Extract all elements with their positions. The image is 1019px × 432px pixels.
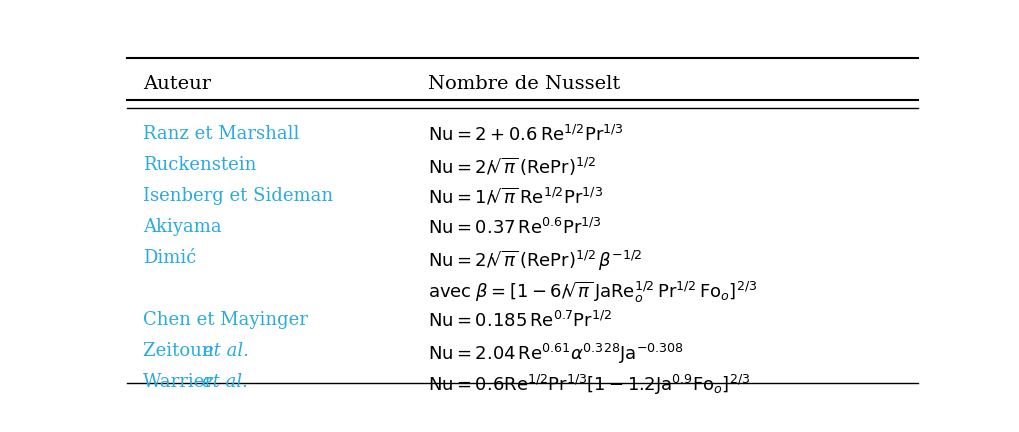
Text: Dimić: Dimić [143, 249, 197, 267]
Text: Warrier: Warrier [143, 372, 219, 391]
Text: $\mathrm{Nu} = 2/\!\sqrt{\pi}\,(\mathrm{Re}\mathrm{Pr})^{1/2}\,\beta^{-1/2}$: $\mathrm{Nu} = 2/\!\sqrt{\pi}\,(\mathrm{… [428, 249, 642, 273]
Text: Isenberg et Sideman: Isenberg et Sideman [143, 187, 333, 205]
Text: Ranz et Marshall: Ranz et Marshall [143, 125, 300, 143]
Text: et al.: et al. [202, 372, 248, 391]
Text: $\mathrm{Nu} = 2/\!\sqrt{\pi}\,(\mathrm{Re}\mathrm{Pr})^{1/2}$: $\mathrm{Nu} = 2/\!\sqrt{\pi}\,(\mathrm{… [428, 156, 595, 178]
Text: Zeitoun: Zeitoun [143, 342, 219, 359]
Text: Zeitoun: Zeitoun [143, 342, 219, 359]
Text: Auteur: Auteur [143, 75, 211, 93]
Text: et al.: et al. [203, 342, 249, 359]
Text: $\mathrm{Nu} = 1/\!\sqrt{\pi}\,\mathrm{Re}^{1/2}\mathrm{Pr}^{1/3}$: $\mathrm{Nu} = 1/\!\sqrt{\pi}\,\mathrm{R… [428, 187, 602, 208]
Text: $\mathrm{Nu} = 0.185\,\mathrm{Re}^{0.7}\mathrm{Pr}^{1/2}$: $\mathrm{Nu} = 0.185\,\mathrm{Re}^{0.7}\… [428, 311, 611, 331]
Text: $\mathrm{Nu} = 0.6\mathrm{Re}^{1/2}\mathrm{Pr}^{1/3}[1 - 1.2\mathrm{Ja}^{0.9}\ma: $\mathrm{Nu} = 0.6\mathrm{Re}^{1/2}\math… [428, 372, 749, 397]
Text: $\mathrm{avec}\;\beta = [1 - 6/\!\sqrt{\pi}\,\mathrm{Ja}\mathrm{Re}_o^{1/2}\,\ma: $\mathrm{avec}\;\beta = [1 - 6/\!\sqrt{\… [428, 280, 756, 305]
Text: Nombre de Nusselt: Nombre de Nusselt [428, 75, 620, 93]
Text: $\mathrm{Nu} = 2 + 0.6\,\mathrm{Re}^{1/2}\mathrm{Pr}^{1/3}$: $\mathrm{Nu} = 2 + 0.6\,\mathrm{Re}^{1/2… [428, 125, 623, 145]
Text: $\mathrm{Nu} = 0.37\,\mathrm{Re}^{0.6}\mathrm{Pr}^{1/3}$: $\mathrm{Nu} = 0.37\,\mathrm{Re}^{0.6}\m… [428, 218, 601, 238]
Text: Ruckenstein: Ruckenstein [143, 156, 257, 174]
Text: Chen et Mayinger: Chen et Mayinger [143, 311, 308, 329]
Text: $\mathrm{Nu} = 2.04\,\mathrm{Re}^{0.61}\alpha^{0.328}\mathrm{Ja}^{-0.308}$: $\mathrm{Nu} = 2.04\,\mathrm{Re}^{0.61}\… [428, 342, 683, 365]
Text: Warrier: Warrier [143, 372, 219, 391]
Text: Akiyama: Akiyama [143, 218, 222, 236]
